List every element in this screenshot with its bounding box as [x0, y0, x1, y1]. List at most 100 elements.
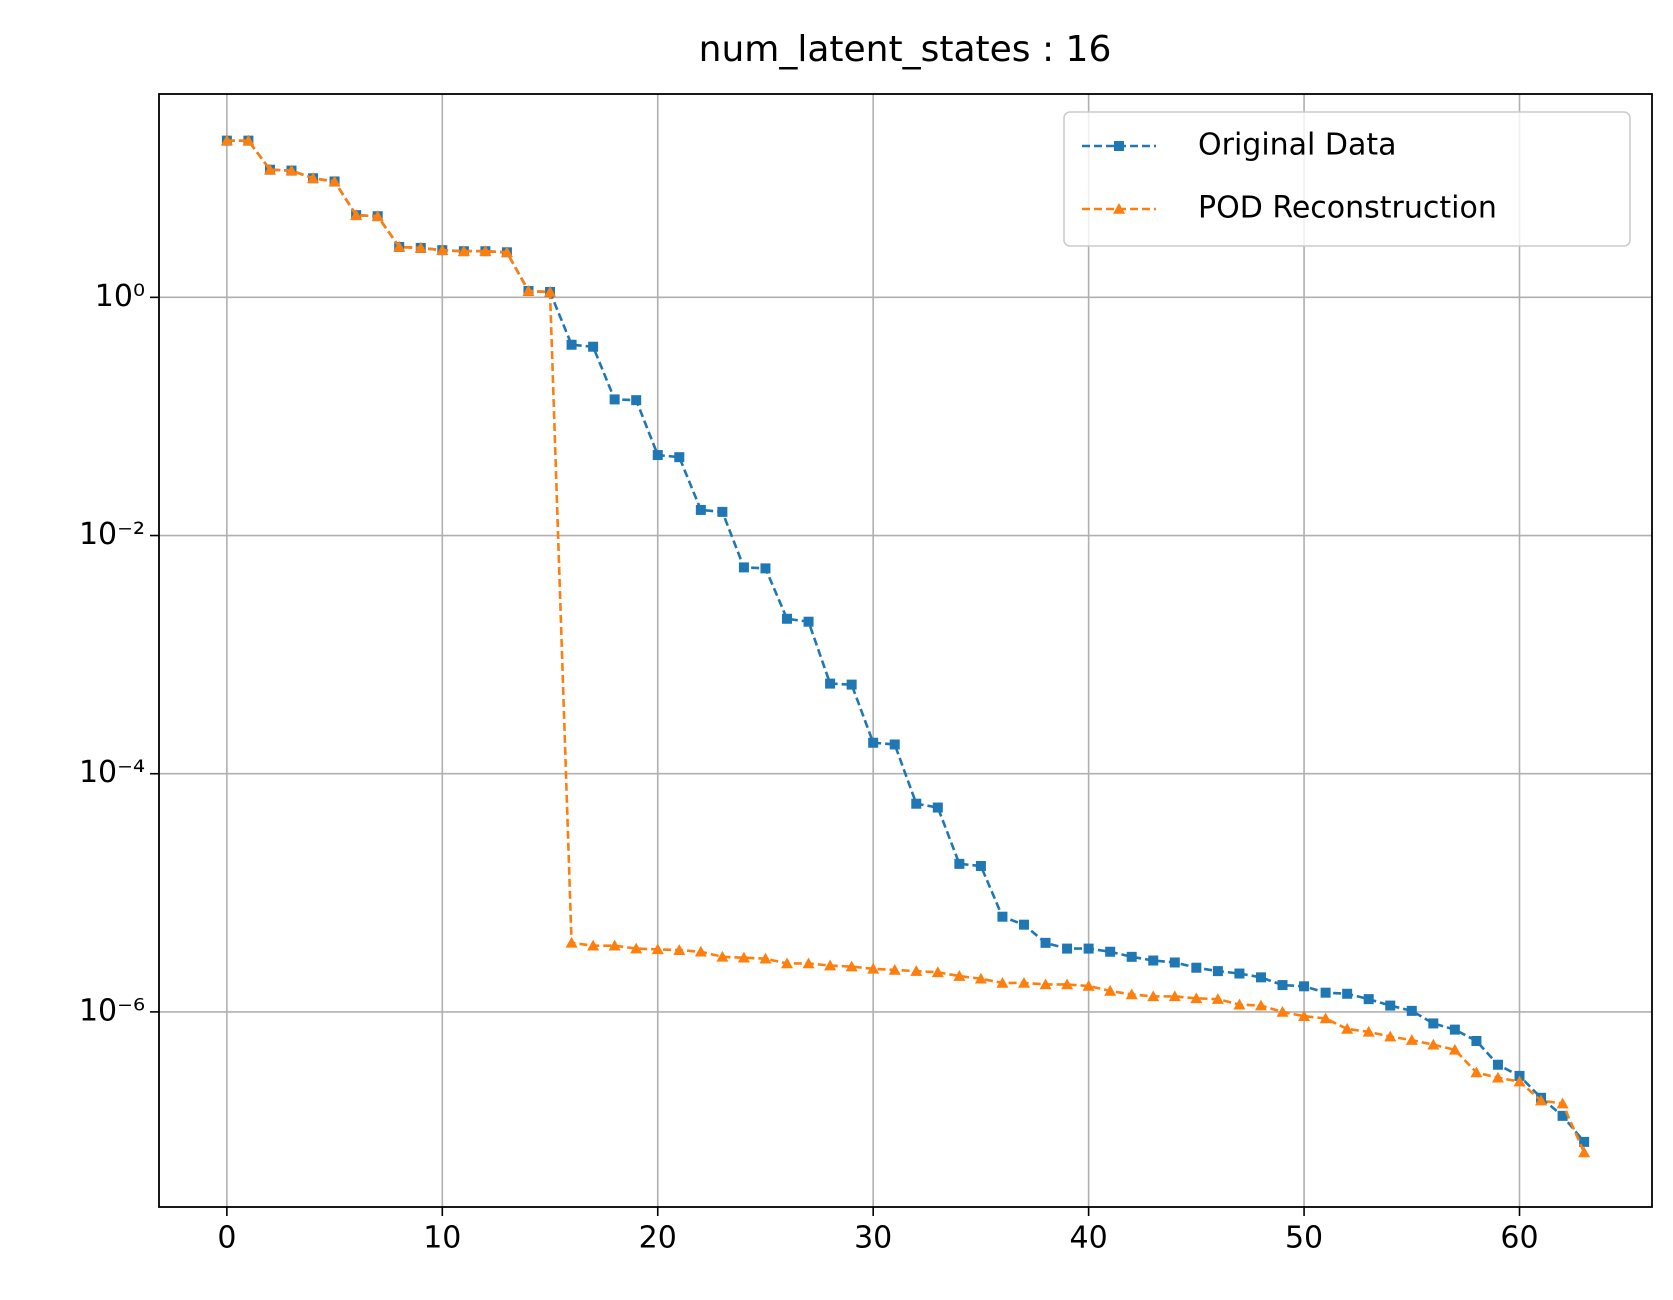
marker [1427, 1038, 1440, 1050]
marker [1277, 980, 1288, 991]
marker [910, 965, 923, 976]
marker [652, 450, 663, 461]
legend-box [1063, 111, 1631, 247]
marker [1513, 1075, 1526, 1087]
marker [1535, 1094, 1548, 1106]
marker [1342, 988, 1353, 999]
marker [630, 942, 643, 954]
marker [1148, 955, 1159, 966]
marker [1191, 962, 1202, 973]
marker [1082, 979, 1095, 991]
marker [328, 175, 341, 187]
marker [566, 339, 577, 350]
marker [1211, 993, 1224, 1004]
marker [695, 504, 706, 515]
marker [1579, 1136, 1590, 1147]
marker [974, 972, 987, 984]
marker [737, 951, 750, 963]
marker [1556, 1097, 1569, 1109]
marker [1018, 919, 1029, 930]
marker [760, 563, 771, 574]
marker [1319, 1012, 1332, 1024]
marker [975, 860, 986, 871]
marker [781, 957, 794, 969]
x-tick-label: 30 [854, 1221, 892, 1256]
marker [759, 952, 772, 964]
x-tick-label: 60 [1500, 1221, 1538, 1256]
marker [1471, 1035, 1482, 1046]
marker [782, 613, 793, 624]
marker [825, 678, 836, 689]
marker [307, 172, 320, 184]
marker [479, 245, 492, 257]
marker [371, 210, 384, 222]
marker [1298, 1010, 1311, 1022]
marker [522, 285, 535, 296]
marker [824, 959, 837, 971]
chart-title: num_latent_states : 16 [699, 29, 1112, 70]
marker [673, 944, 686, 955]
x-tick-label: 10 [423, 1221, 461, 1256]
marker [1169, 957, 1180, 968]
marker [674, 452, 685, 463]
marker [1362, 1025, 1375, 1037]
marker [1039, 978, 1052, 990]
marker [803, 616, 814, 627]
marker [1125, 988, 1138, 1000]
marker [1341, 1022, 1354, 1034]
marker [1428, 1018, 1439, 1029]
marker [997, 911, 1008, 922]
marker [1061, 978, 1074, 990]
marker [587, 939, 600, 951]
marker [565, 936, 578, 948]
marker [1083, 943, 1094, 954]
marker [1491, 1071, 1504, 1083]
marker [1557, 1110, 1568, 1121]
marker [931, 966, 944, 978]
marker [1299, 981, 1310, 992]
x-tick-label: 0 [217, 1221, 236, 1256]
series-line [226, 139, 1586, 1154]
marker [1017, 976, 1030, 988]
marker [1470, 1066, 1483, 1078]
y-tick-label: 10⁻⁶ [79, 993, 145, 1028]
marker [738, 562, 749, 573]
marker [1406, 1005, 1417, 1016]
y-tick-label: 10⁰ [95, 279, 145, 314]
marker [544, 285, 557, 297]
marker [588, 341, 599, 352]
marker [651, 943, 664, 955]
x-tick-label: 20 [639, 1221, 677, 1256]
marker [1062, 943, 1073, 954]
marker [1276, 1005, 1289, 1017]
plot-frame [158, 93, 1653, 1208]
marker [457, 245, 470, 257]
marker [1405, 1034, 1418, 1045]
marker [889, 739, 900, 750]
marker [1449, 1024, 1460, 1035]
y-tick-label: 10⁻⁴ [79, 755, 145, 790]
marker [1385, 1000, 1396, 1011]
x-tick-label: 50 [1285, 1221, 1323, 1256]
marker [717, 506, 728, 517]
marker [608, 939, 621, 951]
marker [1255, 972, 1266, 983]
marker [263, 163, 276, 175]
marker [846, 679, 857, 690]
y-tick-label: 10⁻² [79, 517, 145, 552]
marker [953, 970, 966, 981]
marker [1190, 992, 1203, 1004]
marker [1147, 990, 1160, 1002]
marker [1212, 966, 1223, 977]
marker [220, 134, 233, 146]
marker [1492, 1059, 1503, 1070]
marker [1363, 994, 1374, 1005]
marker [954, 858, 965, 869]
marker [350, 209, 363, 220]
marker [1105, 946, 1116, 957]
marker [631, 395, 642, 406]
marker [888, 963, 901, 975]
marker [1384, 1030, 1397, 1042]
marker [285, 164, 298, 176]
